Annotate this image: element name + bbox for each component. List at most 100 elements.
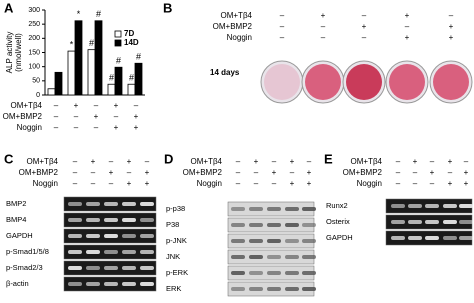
condition-sign: –: [449, 11, 454, 20]
condition-sign: –: [321, 33, 326, 42]
y-tick-label: 100: [28, 64, 40, 71]
significance-mark: *: [77, 9, 81, 19]
significance-mark: #: [96, 9, 101, 19]
condition-sign: +: [405, 11, 410, 20]
blot-label: ERK: [166, 284, 181, 293]
condition-sign: –: [91, 179, 96, 188]
y-tick-label: 300: [28, 7, 40, 14]
blot-band: [231, 255, 245, 259]
condition-sign: –: [280, 11, 285, 20]
blot-band: [140, 250, 154, 254]
blot-band: [86, 218, 100, 222]
condition-sign: –: [448, 168, 453, 177]
blot-band: [122, 266, 136, 270]
condition-sign: –: [73, 168, 78, 177]
condition-sign: +: [307, 179, 312, 188]
condition-sign: –: [272, 157, 277, 166]
blot-band: [267, 271, 281, 275]
blot-band: [122, 202, 136, 206]
condition-sign: +: [430, 168, 435, 177]
condition-sign: –: [54, 123, 59, 132]
condition-sign: +: [127, 179, 132, 188]
blot-band: [391, 204, 405, 208]
panel-label: E: [324, 151, 333, 166]
blot-label: p-JNK: [166, 236, 187, 245]
condition-sign: +: [413, 157, 418, 166]
blot-band: [285, 223, 299, 227]
condition-sign: –: [145, 157, 150, 166]
condition-sign: –: [396, 179, 401, 188]
blot-band: [302, 223, 316, 227]
significance-mark: #: [116, 56, 121, 66]
condition-sign: –: [254, 168, 259, 177]
condition-sign: +: [134, 112, 139, 121]
blot-band: [231, 207, 245, 211]
well-stain: [264, 64, 300, 100]
condition-sign: +: [449, 33, 454, 42]
bar: [107, 83, 116, 96]
condition-label: Noggin: [17, 123, 42, 132]
bar: [67, 50, 76, 96]
blot-label: Osterix: [326, 217, 350, 226]
y-tick-label: 150: [28, 49, 40, 56]
blot-band: [122, 250, 136, 254]
legend-label: 7D: [124, 29, 134, 38]
y-axis-label: (nmol/well): [14, 33, 23, 72]
blot-band: [391, 220, 405, 224]
condition-sign: –: [73, 157, 78, 166]
blot-label: GAPDH: [326, 233, 353, 242]
blot-band: [459, 220, 473, 224]
condition-sign: –: [109, 157, 114, 166]
bar: [127, 83, 136, 96]
blot-band: [86, 282, 100, 286]
blot-label: BMP4: [6, 215, 26, 224]
condition-sign: –: [54, 101, 59, 110]
blot-band: [231, 239, 245, 243]
condition-sign: –: [236, 157, 241, 166]
blot-band: [459, 236, 473, 240]
blot-label: P38: [166, 220, 179, 229]
condition-label: OM+BMP2: [183, 168, 223, 177]
blot-band: [285, 287, 299, 291]
blot-band: [249, 207, 263, 211]
blot-band: [302, 207, 316, 211]
condition-sign: +: [321, 11, 326, 20]
blot-band: [443, 220, 457, 224]
blot-band: [104, 250, 118, 254]
blot-band: [231, 223, 245, 227]
blot-band: [249, 223, 263, 227]
condition-sign: –: [280, 33, 285, 42]
blot-band: [86, 202, 100, 206]
condition-sign: –: [236, 168, 241, 177]
blot-band: [302, 255, 316, 259]
blot-band: [285, 239, 299, 243]
blot-band: [122, 218, 136, 222]
well-stain: [305, 64, 341, 100]
condition-sign: –: [127, 168, 132, 177]
y-tick-label: 0: [36, 92, 40, 99]
blot-band: [249, 287, 263, 291]
panel-label: B: [163, 0, 172, 15]
condition-sign: –: [134, 101, 139, 110]
blot-band: [104, 202, 118, 206]
y-tick-label: 250: [28, 21, 40, 28]
condition-sign: +: [448, 179, 453, 188]
blot-band: [231, 287, 245, 291]
bar: [134, 62, 143, 96]
well-stain: [389, 64, 425, 100]
blot-band: [267, 207, 281, 211]
condition-sign: –: [290, 168, 295, 177]
condition-sign: +: [464, 179, 469, 188]
condition-sign: –: [362, 33, 367, 42]
blot-band: [86, 266, 100, 270]
blot-band: [86, 234, 100, 238]
condition-label: OM+BMP2: [343, 168, 383, 177]
condition-sign: –: [405, 22, 410, 31]
blot-band: [443, 236, 457, 240]
y-tick-label: 50: [32, 78, 40, 85]
blot-label: Runx2: [326, 201, 348, 210]
condition-sign: –: [114, 112, 119, 121]
condition-sign: –: [413, 179, 418, 188]
blot-band: [249, 271, 263, 275]
